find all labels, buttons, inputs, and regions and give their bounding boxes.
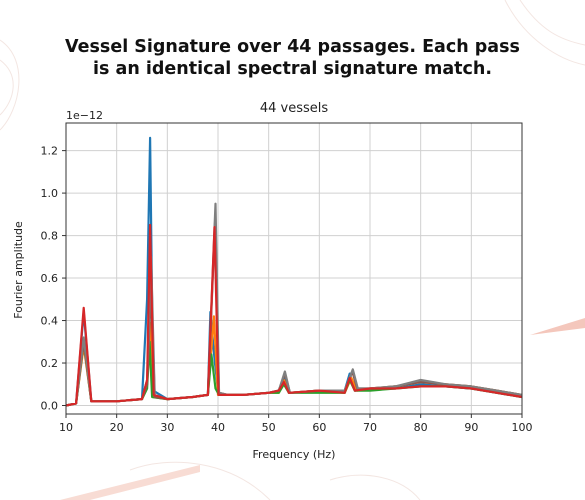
y-tick-label: 0.2 — [41, 357, 59, 370]
x-axis-label: Frequency (Hz) — [253, 448, 336, 461]
headline: Vessel Signature over 44 passages. Each … — [40, 36, 545, 80]
chart-title: 44 vessels — [260, 101, 329, 116]
y-scale-label: 1e−12 — [66, 109, 103, 122]
ticks: 10 20 30 40 50 60 70 80 90 100 0.0 0.2 0.4 0.6 0.8 1.0 1… — [41, 145, 533, 434]
x-tick-label: 60 — [312, 421, 326, 434]
grid — [65, 123, 523, 414]
x-tick-label: 90 — [464, 421, 478, 434]
y-tick-label: 0.4 — [41, 315, 59, 328]
series-line-6 — [65, 223, 523, 407]
y-tick-label: 1.2 — [41, 145, 59, 158]
series-line-4 — [65, 221, 523, 407]
x-tick-label: 10 — [59, 421, 73, 434]
series-line-3 — [65, 340, 523, 407]
series-lines — [65, 136, 523, 407]
headline-line-1: Vessel Signature over 44 passages. Each … — [65, 37, 520, 57]
y-tick-label: 0.0 — [41, 400, 59, 413]
y-tick-label: 1.0 — [41, 187, 59, 200]
x-tick-label: 30 — [160, 421, 174, 434]
plot-frame — [65, 122, 523, 415]
y-tick-label: 0.8 — [41, 230, 59, 243]
y-tick-label: 0.6 — [41, 272, 59, 285]
x-tick-label: 80 — [414, 421, 428, 434]
x-tick-label: 40 — [211, 421, 225, 434]
y-axis-label: Fourier amplitude — [12, 221, 25, 319]
series-line-1 — [65, 136, 523, 407]
x-tick-label: 20 — [110, 421, 124, 434]
x-tick-label: 70 — [363, 421, 377, 434]
headline-line-2: is an identical spectral signature match… — [93, 59, 492, 79]
series-line-5 — [65, 202, 523, 407]
x-tick-label: 50 — [262, 421, 276, 434]
x-tick-label: 100 — [512, 421, 533, 434]
